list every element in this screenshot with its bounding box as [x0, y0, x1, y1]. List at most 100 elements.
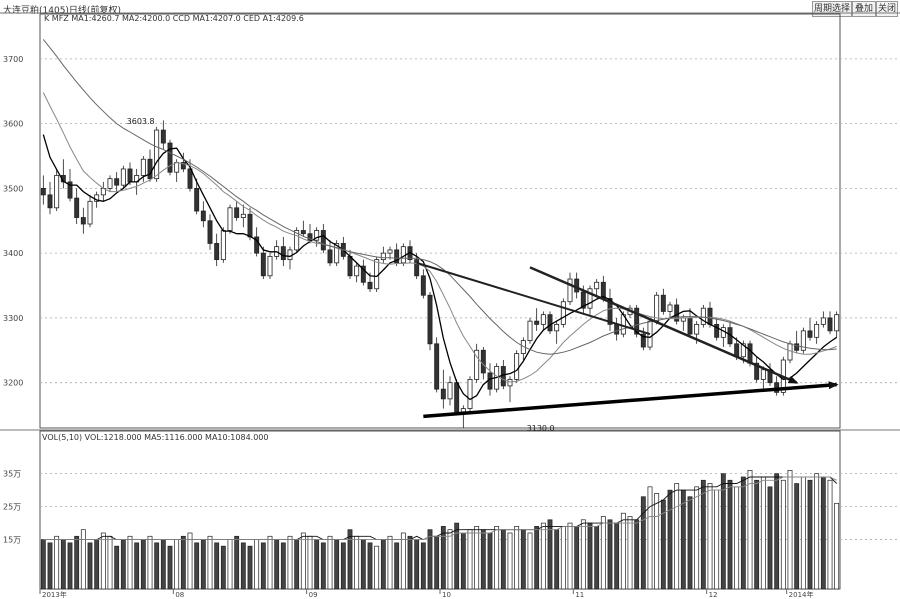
volume-bar: [260, 542, 266, 590]
candle-body: [287, 249, 293, 261]
volume-bar: [347, 529, 353, 590]
volume-bar: [687, 496, 693, 590]
candle-body: [294, 230, 300, 251]
volume-bar: [467, 529, 473, 590]
candle-body: [594, 281, 600, 290]
volume-bar: [227, 539, 233, 590]
volume-bar: [120, 539, 126, 590]
candle-body: [507, 379, 513, 387]
volume-bar: [100, 532, 106, 590]
candle-body: [187, 168, 193, 189]
volume-bar: [207, 535, 213, 590]
candle-body: [454, 382, 460, 413]
volume-bar: [834, 502, 840, 590]
volume-bar: [200, 539, 206, 590]
volume-bar: [374, 545, 380, 590]
volume-bar: [287, 535, 293, 590]
volume-bar: [80, 529, 86, 590]
candle-body: [554, 323, 560, 332]
candle-body: [754, 362, 760, 380]
candle-body: [267, 255, 273, 277]
volume-bar: [74, 535, 80, 590]
volume-bar: [214, 542, 220, 590]
volume-bar: [534, 526, 540, 590]
volume-bar: [587, 522, 593, 590]
volume-bar: [314, 539, 320, 590]
volume-bar: [274, 539, 280, 590]
price-panel-frame: [39, 13, 841, 429]
candle-body: [380, 252, 386, 261]
volume-bar: [667, 489, 673, 590]
candle-body: [707, 307, 713, 325]
volume-bar: [267, 535, 273, 590]
candle-body: [107, 178, 113, 189]
volume-bar: [447, 529, 453, 590]
volume-bar: [554, 529, 560, 590]
volume-bar: [827, 479, 833, 590]
candle-body: [207, 220, 213, 244]
volume-bar: [67, 542, 73, 590]
candle-body: [640, 333, 646, 348]
candle-body: [80, 217, 86, 225]
candle-body: [300, 230, 306, 235]
candle-body: [747, 343, 753, 364]
candle-body: [74, 197, 80, 218]
volume-ma-line-2: [43, 476, 837, 541]
candle-body: [580, 291, 586, 309]
candle-body: [827, 317, 833, 332]
candle-body: [414, 259, 420, 277]
volume-bar: [254, 539, 260, 590]
volume-bar: [280, 542, 286, 590]
candle-body: [460, 408, 466, 413]
candle-body: [180, 162, 186, 170]
candle-body: [200, 210, 206, 222]
candle-body: [140, 158, 146, 176]
volume-bar: [654, 493, 660, 590]
candle-body: [240, 213, 246, 218]
volume-bar: [607, 519, 613, 590]
volume-bar: [720, 473, 726, 590]
candle-body: [700, 307, 706, 325]
volume-bar: [480, 529, 486, 590]
candle-body: [794, 343, 800, 351]
candle-body: [174, 162, 180, 173]
volume-bar: [420, 542, 426, 590]
volume-bar: [140, 539, 146, 590]
volume-bar: [540, 522, 546, 590]
volume-bar: [114, 545, 120, 590]
volume-bar: [320, 542, 326, 590]
candle-body: [807, 330, 813, 338]
candle-body: [500, 366, 506, 387]
candle-body: [167, 142, 173, 173]
volume-bar: [700, 479, 706, 590]
candle-body: [634, 307, 640, 335]
candle-body: [327, 249, 333, 264]
price-tick-label: 3700: [3, 55, 23, 64]
volume-bar: [340, 542, 346, 590]
ma-line-1: [42, 134, 838, 401]
volume-bar: [180, 535, 186, 590]
candle-body: [54, 175, 60, 209]
volume-bar: [414, 539, 420, 590]
volume-bar: [127, 535, 133, 590]
volume-bar: [40, 539, 46, 590]
volume-bar: [440, 526, 446, 590]
volume-bar: [427, 529, 433, 590]
candle-body: [740, 343, 746, 358]
candle-body: [480, 349, 486, 374]
volume-bar: [594, 526, 600, 590]
volume-bar: [794, 483, 800, 590]
volume-bar: [580, 519, 586, 590]
volume-bar: [600, 516, 606, 590]
volume-bar: [360, 539, 366, 590]
volume-bar: [307, 535, 313, 590]
candle-body: [667, 304, 673, 312]
volume-bar: [507, 532, 513, 590]
volume-bar: [547, 519, 553, 590]
volume-bar: [500, 529, 506, 590]
candle-body: [254, 236, 260, 254]
volume-bar: [160, 539, 166, 590]
volume-bar: [740, 476, 746, 590]
candle-body: [660, 294, 666, 312]
